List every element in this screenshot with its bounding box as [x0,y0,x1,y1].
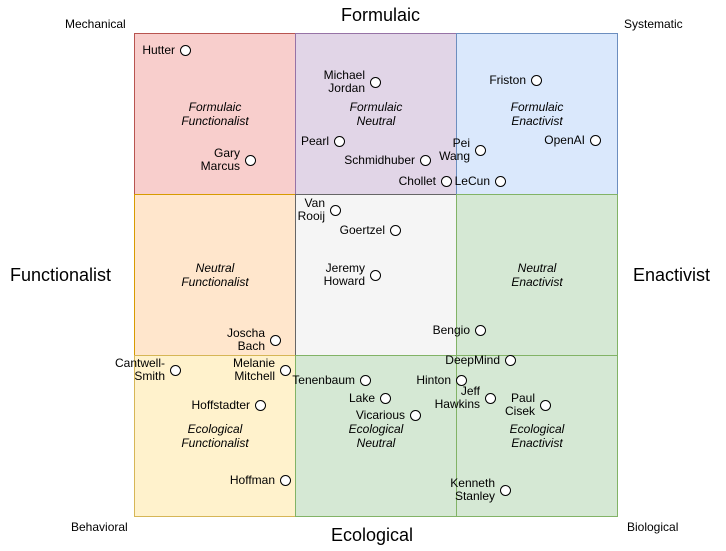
cell-formulaic-functionalist [134,33,296,195]
cell-ecological-functionalist [134,355,296,517]
person-name: Jeremy Howard [323,261,365,288]
cell-label-ecological-functionalist: Ecological Functionalist [181,422,249,450]
person-name: Chollet [398,173,436,188]
person-name: Goertzel [339,222,385,237]
marker-circle-icon [589,134,601,146]
marker-circle-icon [244,154,256,166]
marker-circle-icon [484,392,496,404]
person-name: Tenenbaum [292,372,355,387]
cell-label-neutral-functionalist: Neutral Functionalist [181,261,249,289]
person-name: Cantwell- Smith [114,356,165,383]
person-name: Pearl [300,133,329,148]
person-name: OpenAI [544,132,585,147]
marker-circle-icon [254,399,266,411]
marker-circle-icon [269,334,281,346]
corner-label-top-right: Systematic [624,17,683,31]
cell-label-formulaic-enactivist: Formulaic Enactivist [510,100,564,128]
person-name: Joscha Bach [226,326,265,353]
marker-circle-icon [333,135,345,147]
axis-label-top: Formulaic [341,5,421,25]
person-name: Friston [489,72,526,87]
marker-circle-icon [279,364,291,376]
axis-label-bottom: Ecological [331,525,414,545]
person-name: Pei Wang [439,136,470,163]
person-name: Lake [348,390,375,405]
axis-label-right: Enactivist [633,265,711,285]
marker-circle-icon [504,354,516,366]
marker-circle-icon [455,374,467,386]
person-name: DeepMind [445,352,500,367]
marker-circle-icon [409,409,421,421]
marker-circle-icon [179,44,191,56]
cell-neutral-functionalist [134,194,296,356]
corner-label-bottom-right: Biological [627,520,679,534]
cell-label-ecological-enactivist: Ecological Enactivist [509,422,565,450]
person-name: Gary Marcus [200,146,240,173]
axis-label-left: Functionalist [10,265,112,285]
person-name: Hoffstadter [191,397,250,412]
person-name: Schmidhuber [344,152,415,167]
corner-label-top-left: Mechanical [65,17,126,31]
cell-label-ecological-neutral: Ecological Neutral [348,422,404,450]
cell-label-formulaic-neutral: Formulaic Neutral [349,100,403,128]
marker-circle-icon [440,175,452,187]
marker-circle-icon [379,392,391,404]
marker-circle-icon [539,399,551,411]
marker-circle-icon [499,484,511,496]
corner-label-bottom-left: Behavioral [71,520,128,534]
person-name: Hoffman [229,472,275,487]
person-name: Hutter [142,42,175,57]
cell-ecological-enactivist [456,355,618,517]
marker-circle-icon [530,74,542,86]
person-name: Van Rooij [297,196,325,223]
marker-circle-icon [359,374,371,386]
marker-circle-icon [329,204,341,216]
cell-ecological-neutral [295,355,457,517]
marker-circle-icon [474,324,486,336]
person-name: LeCun [454,173,490,188]
person-name: Jeff Hawkins [434,384,480,411]
marker-circle-icon [494,175,506,187]
marker-circle-icon [474,144,486,156]
marker-circle-icon [369,76,381,88]
marker-circle-icon [419,154,431,166]
person-name: Vicarious [355,407,405,422]
person-name: Paul Cisek [504,391,535,418]
marker-circle-icon [279,474,291,486]
cell-label-formulaic-functionalist: Formulaic Functionalist [181,100,249,128]
cell-formulaic-neutral [295,33,457,195]
marker-circle-icon [389,224,401,236]
person-name: Kenneth Stanley [450,476,495,503]
cell-label-neutral-enactivist: Neutral Enactivist [511,261,563,289]
person-name: Michael Jordan [323,68,365,95]
person-name: Melanie Mitchell [232,356,275,383]
person-name: Bengio [432,322,470,337]
person-name: Hinton [416,372,451,387]
marker-circle-icon [369,269,381,281]
marker-circle-icon [169,364,181,376]
